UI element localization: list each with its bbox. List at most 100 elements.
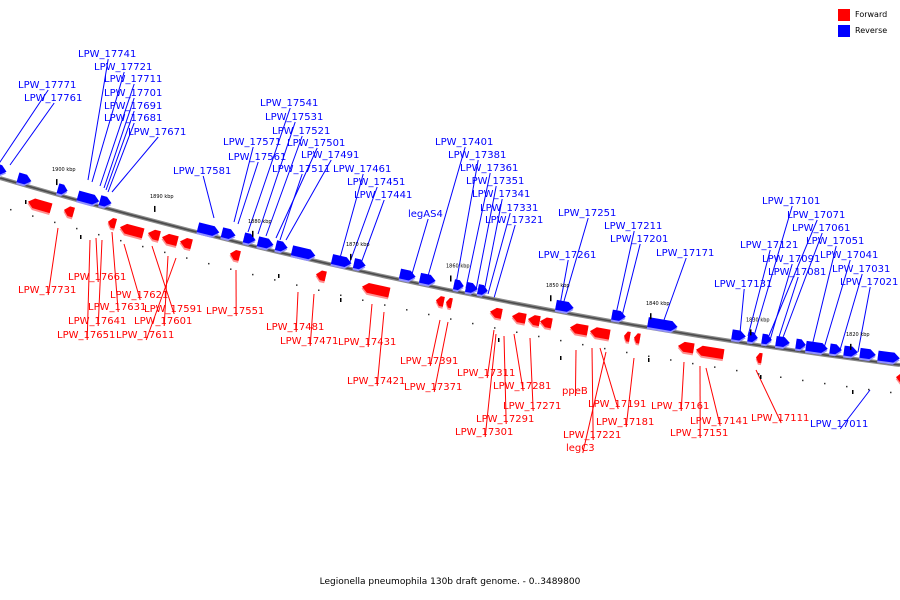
forward-leader-line bbox=[529, 337, 534, 412]
reverse-leader-line bbox=[202, 175, 215, 219]
reverse-gene bbox=[452, 279, 464, 293]
gene-body bbox=[761, 333, 772, 345]
reverse-leader-line bbox=[99, 83, 135, 187]
track-mark bbox=[25, 200, 27, 204]
tick-label: 1830 kbp bbox=[746, 317, 770, 323]
gene-body bbox=[696, 345, 725, 360]
track-mark bbox=[852, 390, 854, 394]
reverse-gene bbox=[76, 190, 100, 207]
track-mark bbox=[278, 274, 280, 278]
reverse-gene-label: LPW_17461 bbox=[333, 164, 391, 175]
gene-body bbox=[220, 227, 236, 239]
gene-body bbox=[678, 341, 695, 354]
reverse-leader-line bbox=[811, 245, 837, 347]
reverse-gene bbox=[242, 232, 256, 246]
reverse-gene bbox=[220, 227, 236, 241]
reverse-gene-label: LPW_17031 bbox=[832, 264, 890, 275]
tick-mark bbox=[750, 329, 752, 336]
reverse-gene-label: LPW_17541 bbox=[260, 98, 318, 109]
reverse-leader-line bbox=[9, 102, 55, 166]
forward-gene bbox=[179, 237, 193, 252]
forward-gene bbox=[161, 233, 179, 248]
reverse-leader-line bbox=[257, 121, 296, 235]
gene-body bbox=[540, 317, 553, 329]
gene-body bbox=[108, 217, 118, 229]
gene-body bbox=[56, 183, 68, 195]
track-dot bbox=[164, 251, 166, 254]
reverse-gene bbox=[730, 329, 746, 343]
forward-gene-label: LPW_17161 bbox=[651, 401, 709, 412]
reverse-gene-label: LPW_17321 bbox=[485, 215, 543, 226]
reverse-gene bbox=[476, 284, 488, 297]
forward-leader-line bbox=[86, 239, 91, 341]
reverse-gene bbox=[274, 240, 288, 254]
reverse-gene-label: LPW_17501 bbox=[287, 138, 345, 149]
forward-gene-label: LPW_17271 bbox=[503, 401, 561, 412]
legend-forward: Forward bbox=[838, 9, 898, 22]
gene-body bbox=[843, 345, 858, 357]
forward-gene-label: LPW_17221 bbox=[563, 430, 621, 441]
tick-mark bbox=[850, 343, 852, 350]
reverse-gene-label: LPW_17351 bbox=[466, 176, 524, 187]
reverse-leader-line bbox=[857, 286, 871, 353]
reverse-gene-label: LPW_17381 bbox=[448, 150, 506, 161]
gene-body bbox=[611, 309, 626, 321]
forward-gene-label: LPW_17151 bbox=[670, 428, 728, 439]
reverse-gene bbox=[554, 299, 574, 314]
gene-body bbox=[436, 296, 445, 307]
forward-leader-line bbox=[429, 319, 441, 367]
reverse-leader-line bbox=[621, 243, 641, 317]
track-dot bbox=[32, 215, 34, 217]
reverse-gene bbox=[646, 317, 678, 333]
reverse-gene bbox=[290, 245, 316, 262]
reverse-gene bbox=[16, 172, 32, 187]
forward-gene bbox=[107, 217, 118, 231]
forward-gene bbox=[695, 345, 725, 362]
reverse-leader-line bbox=[411, 218, 429, 275]
forward-leader-line bbox=[433, 321, 449, 393]
forward-gene-label: LPW_17291 bbox=[476, 414, 534, 425]
forward-leader-line bbox=[503, 335, 507, 425]
forward-leader-line bbox=[151, 245, 175, 315]
reverse-gene-label: LPW_17091 bbox=[762, 254, 820, 265]
track-dot bbox=[362, 299, 364, 301]
forward-leader-line bbox=[574, 349, 577, 397]
gene-body bbox=[805, 340, 828, 354]
reverse-gene-label: LPW_17581 bbox=[173, 166, 231, 177]
forward-leader-line bbox=[513, 333, 524, 392]
track-mark bbox=[498, 338, 500, 342]
reverse-leader-line bbox=[739, 288, 745, 334]
forward-gene bbox=[27, 198, 53, 215]
forward-gene-label: LPW_17371 bbox=[404, 382, 462, 393]
reverse-leader-line bbox=[487, 212, 511, 295]
reverse-leader-line bbox=[769, 263, 793, 341]
reverse-gene bbox=[464, 281, 478, 295]
reverse-leader-line bbox=[247, 107, 291, 233]
forward-leader-line bbox=[145, 257, 177, 341]
track-mark bbox=[648, 358, 650, 362]
reverse-gene bbox=[352, 258, 366, 272]
forward-gene bbox=[677, 341, 695, 356]
reverse-gene-label: LPW_17011 bbox=[810, 419, 868, 430]
forward-gene bbox=[755, 352, 763, 366]
track-dot bbox=[340, 294, 342, 297]
forward-gene bbox=[623, 331, 631, 344]
forward-leader-line bbox=[163, 255, 169, 327]
reverse-leader-line bbox=[615, 230, 635, 315]
gene-body bbox=[795, 338, 806, 350]
forward-leader-line bbox=[111, 231, 119, 313]
reverse-gene bbox=[774, 335, 790, 350]
tick-label: 1880 kbp bbox=[248, 219, 272, 225]
reverse-leader-line bbox=[753, 205, 793, 337]
track-dot bbox=[846, 385, 848, 388]
reverse-gene-label: LPW_17021 bbox=[840, 277, 898, 288]
forward-gene-label: LPW_17651 bbox=[57, 330, 115, 341]
reverse-gene-label: LPW_17171 bbox=[656, 248, 714, 259]
backbone bbox=[0, 177, 900, 366]
forward-gene bbox=[119, 223, 145, 241]
reverse-gene-label: LPW_17701 bbox=[104, 88, 162, 99]
legend-reverse: Reverse bbox=[838, 25, 898, 38]
reverse-gene bbox=[398, 268, 416, 283]
gene-body bbox=[634, 333, 641, 344]
reverse-gene bbox=[418, 272, 436, 287]
